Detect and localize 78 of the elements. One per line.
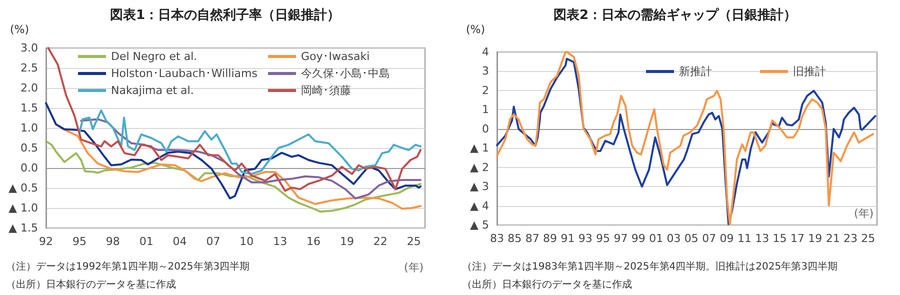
line-series: [47, 47, 422, 192]
legend-label: 新推計: [679, 65, 712, 78]
x-tick-label: 07: [702, 232, 716, 245]
legend-label: Del Negro et al.: [111, 50, 198, 63]
line-series: [78, 109, 422, 175]
line-series: [60, 127, 422, 210]
legend-label: Holston･Laubach･Williams: [111, 67, 258, 80]
x-tick-label: 10: [240, 235, 254, 248]
y-axis-title: (%): [10, 23, 30, 36]
y-tick-label: 2.5: [20, 62, 38, 74]
x-tick-label: 97: [614, 232, 628, 245]
x-tick-label: 95: [596, 232, 610, 245]
text: （注）データは1992年第1四半期～2025年第3四半期: [6, 260, 250, 272]
x-tick-label: 11: [737, 232, 752, 245]
y-tick-label: ▲ 5: [470, 218, 489, 232]
y-tick-label: 3.0: [20, 42, 38, 54]
x-tick-label: 83: [490, 232, 504, 245]
x-tick-label: 13: [273, 235, 288, 248]
legend-label: Nakajima et al.: [111, 84, 194, 97]
y-tick-label: 1: [482, 103, 489, 116]
x-tick-label: 23: [843, 232, 858, 245]
x-tick-label: 91: [560, 232, 575, 245]
x-tick-label: 25: [406, 235, 421, 248]
y-tick-label: 4: [482, 46, 489, 58]
chart-title: 図表2：日本の需給ギャップ（日銀推計）: [553, 7, 797, 23]
x-tick-label: 21: [826, 232, 840, 245]
x-tick-label: 19: [808, 232, 822, 245]
y-tick-label: 3: [482, 64, 489, 78]
y-tick-label: ▲ 1.0: [8, 202, 38, 214]
x-tick-label: 92: [39, 235, 53, 248]
legend-label: 旧推計: [793, 65, 826, 78]
x-tick-label: 22: [373, 235, 388, 248]
y-tick-label: ▲ 1.5: [8, 222, 38, 234]
text: （出所）日本銀行のデータを基に作成: [6, 278, 176, 290]
text: （注）データは1983年第1四半期～2025年第4四半期。旧推計は2025年第3四半期: [462, 260, 838, 272]
line-series: [45, 102, 422, 200]
x-tick-label: 01: [649, 232, 664, 245]
y-tick-label: 2: [482, 84, 489, 97]
legend-label: Goy･Iwasaki: [301, 50, 370, 63]
y-tick-label: 0.0: [20, 162, 38, 174]
legend-label: 岡崎･須藤: [301, 84, 351, 97]
x-tick-label: 17: [790, 232, 804, 245]
x-tick-label: 19: [340, 235, 354, 248]
x-tick-label: 87: [525, 232, 540, 245]
chart-title: 図表1：日本の自然利子率（日銀推計）: [110, 7, 340, 23]
x-tick-label: 09: [720, 232, 734, 245]
x-tick-label: 95: [72, 235, 86, 248]
x-tick-label: 99: [631, 232, 646, 245]
y-tick-label: 1.0: [20, 122, 38, 134]
x-tick-label: 05: [684, 232, 698, 245]
x-tick-label: 25: [861, 232, 876, 245]
x-tick-label: 93: [578, 232, 592, 245]
y-tick-label: ▲ 4: [470, 199, 489, 212]
x-tick-label: 07: [206, 235, 220, 248]
x-tick-label: 15: [772, 232, 787, 245]
text: （出所）日本銀行のデータを基に作成: [462, 278, 632, 290]
legend-label: 今久保･小島･中島: [301, 67, 390, 80]
y-tick-label: ▲ 2: [470, 160, 489, 174]
x-axis-title: (年): [854, 207, 874, 220]
y-tick-label: ▲ 3: [470, 180, 489, 194]
y-tick-label: 0.5: [20, 142, 38, 154]
y-tick-label: 0: [482, 122, 489, 136]
x-tick-label: 16: [306, 235, 321, 248]
x-tick-label: 01: [139, 235, 154, 248]
y-tick-label: 2.0: [20, 82, 38, 94]
x-tick-label: 13: [755, 232, 770, 245]
line-series: [45, 140, 422, 213]
x-tick-label: 89: [543, 232, 558, 245]
y-axis-title: (%): [466, 23, 486, 36]
x-axis-title: (年): [404, 261, 424, 274]
x-tick-label: 98: [106, 235, 120, 248]
x-tick-label: 03: [666, 232, 681, 245]
y-tick-label: ▲ 1: [470, 142, 489, 155]
x-tick-label: 04: [172, 235, 187, 248]
line-series: [80, 118, 422, 200]
x-tick-label: 85: [508, 232, 522, 245]
y-tick-label: 1.5: [20, 102, 38, 114]
y-tick-label: ▲ 0.5: [8, 182, 38, 194]
